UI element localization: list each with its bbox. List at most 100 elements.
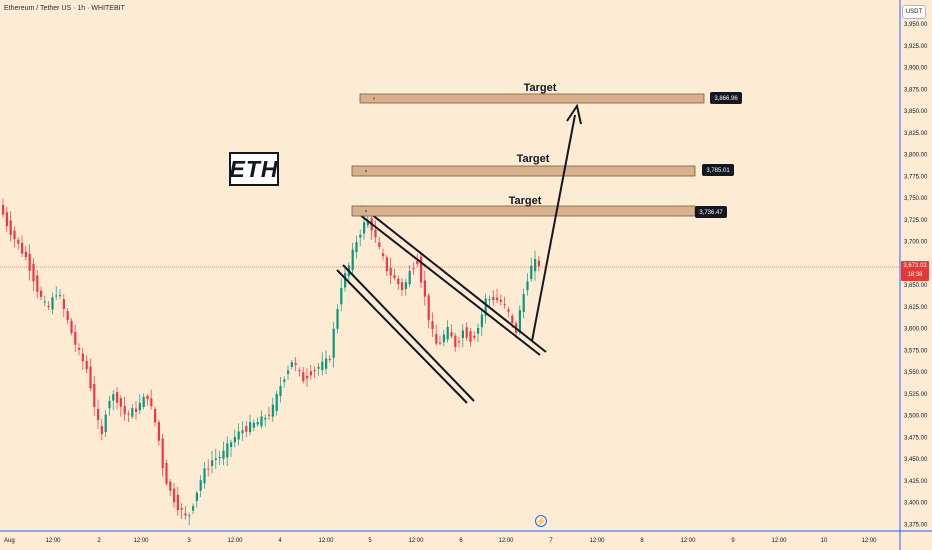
- candle-body: [473, 335, 476, 338]
- target-price-tag: [702, 164, 734, 176]
- candle-body: [530, 265, 533, 280]
- candle-body: [290, 362, 293, 367]
- eth-label-box: ETH: [229, 152, 279, 186]
- candle-body: [230, 442, 233, 447]
- candle-body: [518, 310, 521, 333]
- candle-body: [454, 335, 457, 348]
- time-axis-label: 12:00: [45, 538, 61, 544]
- target-label: Target: [524, 82, 557, 94]
- candle-body: [275, 394, 278, 411]
- candle-body: [313, 370, 316, 372]
- current-price-tag: 3,673.03 18:38: [901, 261, 929, 281]
- target-zones: Target 3,866.96 Target 3,785.01 Target 3,736.…: [351, 82, 742, 218]
- candle-body: [317, 366, 320, 369]
- candle-body: [458, 341, 461, 343]
- price-axis-label: 3,475.00: [904, 435, 928, 441]
- candle-body: [427, 295, 430, 320]
- candle-body: [180, 507, 183, 510]
- price-axis-label: 3,800.00: [904, 153, 928, 159]
- candle-body: [123, 405, 126, 415]
- candle-body: [522, 294, 525, 312]
- candle-body: [404, 282, 407, 290]
- candle-body: [36, 275, 39, 292]
- time-axis-label: 10: [821, 538, 828, 544]
- time-axis-label: 12:00: [408, 538, 424, 544]
- candle-body: [104, 414, 107, 433]
- target-zone[interactable]: [351, 165, 696, 177]
- candles: [2, 198, 540, 526]
- candle-body: [47, 305, 50, 307]
- candle-body: [283, 379, 286, 382]
- time-axis-label: 12:00: [771, 538, 787, 544]
- candle-body: [28, 253, 31, 271]
- candle-body: [279, 386, 282, 397]
- candle-body: [416, 260, 419, 265]
- price-axis-label: 3,925.00: [904, 44, 928, 50]
- price-axis-label: 3,550.00: [904, 370, 928, 376]
- price-axis-label: 3,425.00: [904, 479, 928, 485]
- descending-channel: [336, 205, 547, 404]
- time-axis-label: 7: [549, 538, 553, 544]
- target-zone[interactable]: [359, 93, 705, 104]
- candle-body: [477, 327, 480, 334]
- currency-button[interactable]: USDT: [902, 5, 926, 19]
- target-price-tag: [710, 92, 742, 104]
- candle-body: [241, 430, 244, 434]
- candle-body: [420, 256, 423, 283]
- candle-body: [13, 230, 16, 240]
- candle-body: [332, 328, 335, 358]
- candle-body: [116, 392, 119, 403]
- candle-body: [24, 251, 27, 258]
- candle-body: [309, 371, 312, 376]
- time-axis-label: Aug: [4, 538, 15, 544]
- candle-body: [287, 370, 290, 374]
- candle-body: [484, 298, 487, 316]
- target-zone[interactable]: [351, 205, 696, 217]
- candle-body: [465, 327, 468, 338]
- candle-body: [93, 384, 96, 407]
- time-axis-label: 12:00: [589, 538, 605, 544]
- candle-body: [74, 331, 77, 345]
- candle-body: [85, 360, 88, 370]
- candle-body: [503, 304, 506, 306]
- candle-body: [271, 404, 274, 417]
- candle-body: [340, 287, 343, 305]
- candle-body: [119, 398, 122, 407]
- target-label: Target: [517, 153, 550, 165]
- price-axis-label: 3,775.00: [904, 174, 928, 180]
- candle-body: [154, 408, 157, 423]
- candle-body: [496, 297, 499, 301]
- price-axis-label: 3,750.00: [904, 196, 928, 202]
- time-axis[interactable]: Aug 12:00 2 12:00 3 12:00 4 12:00 5 12:00 6 12:00 7 1…: [4, 538, 877, 544]
- candle-body: [507, 309, 510, 312]
- time-axis-label: 5: [368, 538, 372, 544]
- zone-anchor-point: [373, 97, 375, 100]
- candle-body: [264, 417, 267, 420]
- projection-arrow: [531, 103, 582, 342]
- candle-body: [306, 375, 309, 379]
- candle-body: [51, 297, 54, 310]
- candle-body: [21, 242, 24, 254]
- candle-body: [192, 506, 195, 511]
- candle-body: [131, 408, 134, 417]
- time-axis-label: 8: [640, 538, 644, 544]
- candle-body: [446, 326, 449, 340]
- candle-body: [249, 421, 252, 433]
- time-axis-label: 12:00: [498, 538, 514, 544]
- candle-body: [534, 258, 537, 272]
- price-axis-label: 3,375.00: [904, 522, 928, 528]
- candle-body: [374, 229, 377, 238]
- price-axis-label: 3,850.00: [904, 109, 928, 115]
- candle-body: [237, 431, 240, 440]
- candle-body: [302, 372, 305, 382]
- target-price: 3,785.01: [706, 168, 730, 174]
- price-axis-label: 3,825.00: [904, 131, 928, 137]
- candle-body: [393, 275, 396, 279]
- lightning-icon[interactable]: ⚡: [535, 515, 547, 527]
- zone-anchor-point: [365, 210, 367, 212]
- symbol-title: Ethereum / Tether US · 1h · WHITEBIT: [4, 5, 125, 12]
- current-price-value: 3,673.03: [903, 263, 927, 269]
- candle-body: [43, 301, 46, 303]
